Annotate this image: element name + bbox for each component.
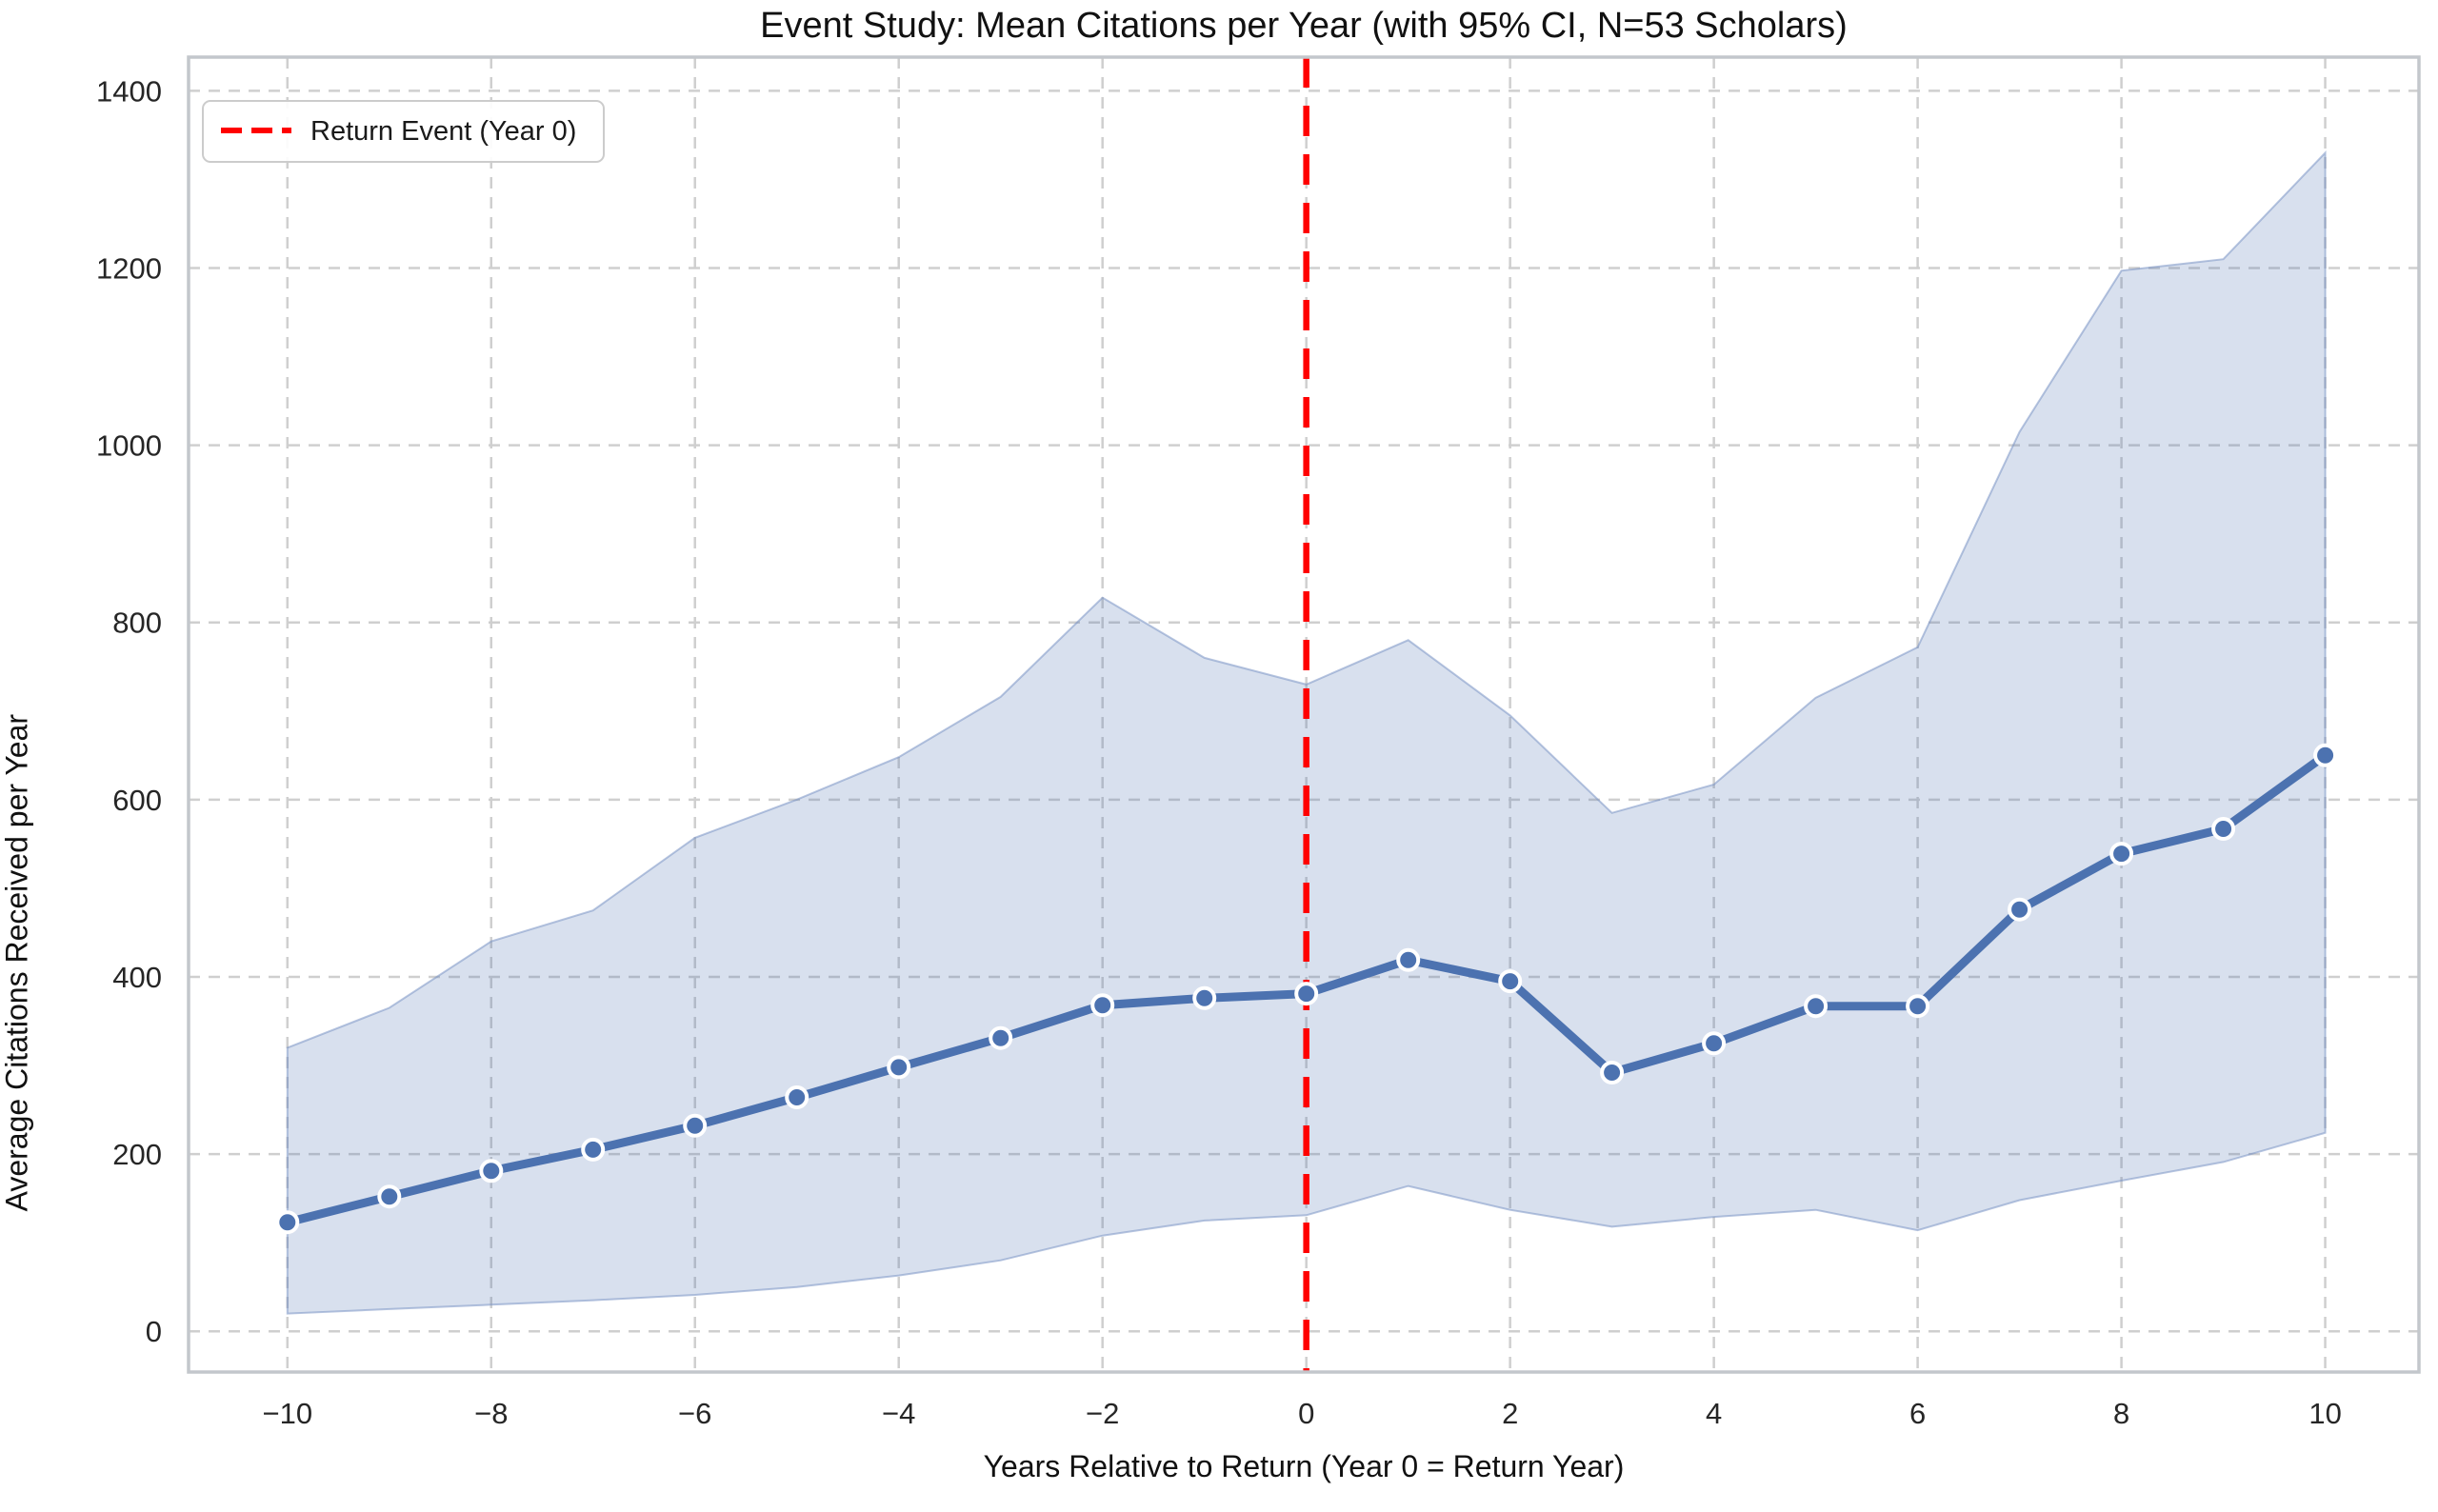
data-point-marker [275, 1210, 300, 1235]
y-tick-label: 200 [112, 1138, 162, 1171]
x-tick-label: −4 [882, 1397, 915, 1430]
data-point-marker [1498, 969, 1523, 994]
data-point-marker [2008, 897, 2032, 922]
data-point-marker [683, 1113, 708, 1138]
data-point-marker [2313, 743, 2338, 767]
data-point-marker [2211, 817, 2236, 841]
data-point-marker [887, 1055, 911, 1080]
x-tick-label: 6 [1909, 1397, 1926, 1430]
data-point-marker [1600, 1061, 1625, 1084]
data-point-marker [581, 1137, 606, 1162]
data-point-marker [1396, 947, 1421, 972]
y-tick-label: 600 [112, 784, 162, 817]
y-tick-label: 400 [112, 961, 162, 994]
legend-label: Return Event (Year 0) [310, 115, 577, 147]
legend: Return Event (Year 0) [202, 100, 606, 163]
x-tick-label: −2 [1086, 1397, 1119, 1430]
x-tick-label: 10 [2308, 1397, 2341, 1430]
data-point-marker [785, 1085, 809, 1109]
data-point-marker [1192, 985, 1217, 1010]
legend-dashed-line-swatch [221, 123, 291, 140]
data-point-marker [1294, 982, 1319, 1006]
y-tick-label: 1200 [96, 252, 162, 286]
data-point-marker [1090, 993, 1115, 1018]
data-point-marker [1702, 1031, 1727, 1056]
x-tick-label: 4 [1706, 1397, 1722, 1430]
y-tick-label: 800 [112, 607, 162, 640]
x-tick-label: 0 [1298, 1397, 1314, 1430]
data-point-marker [1906, 994, 1930, 1019]
confidence-band [286, 150, 2327, 1315]
data-point-marker [989, 1025, 1013, 1050]
x-tick-label: −6 [678, 1397, 711, 1430]
y-tick-label: 1000 [96, 429, 162, 463]
data-point-marker [479, 1159, 504, 1184]
data-point-marker [377, 1184, 402, 1209]
data-point-marker [1804, 994, 1828, 1019]
chart-title: Event Study: Mean Citations per Year (wi… [760, 6, 1848, 46]
y-tick-label: 1400 [96, 74, 162, 108]
data-point-marker [2109, 842, 2134, 866]
y-tick-label: 0 [146, 1315, 162, 1348]
plot-border [187, 55, 2421, 1374]
x-tick-label: −8 [474, 1397, 508, 1430]
x-axis-label: Years Relative to Return (Year 0 = Retur… [983, 1449, 1625, 1483]
x-tick-label: 2 [1502, 1397, 1518, 1430]
x-tick-label: 8 [2113, 1397, 2129, 1430]
x-tick-label: −10 [263, 1397, 313, 1430]
